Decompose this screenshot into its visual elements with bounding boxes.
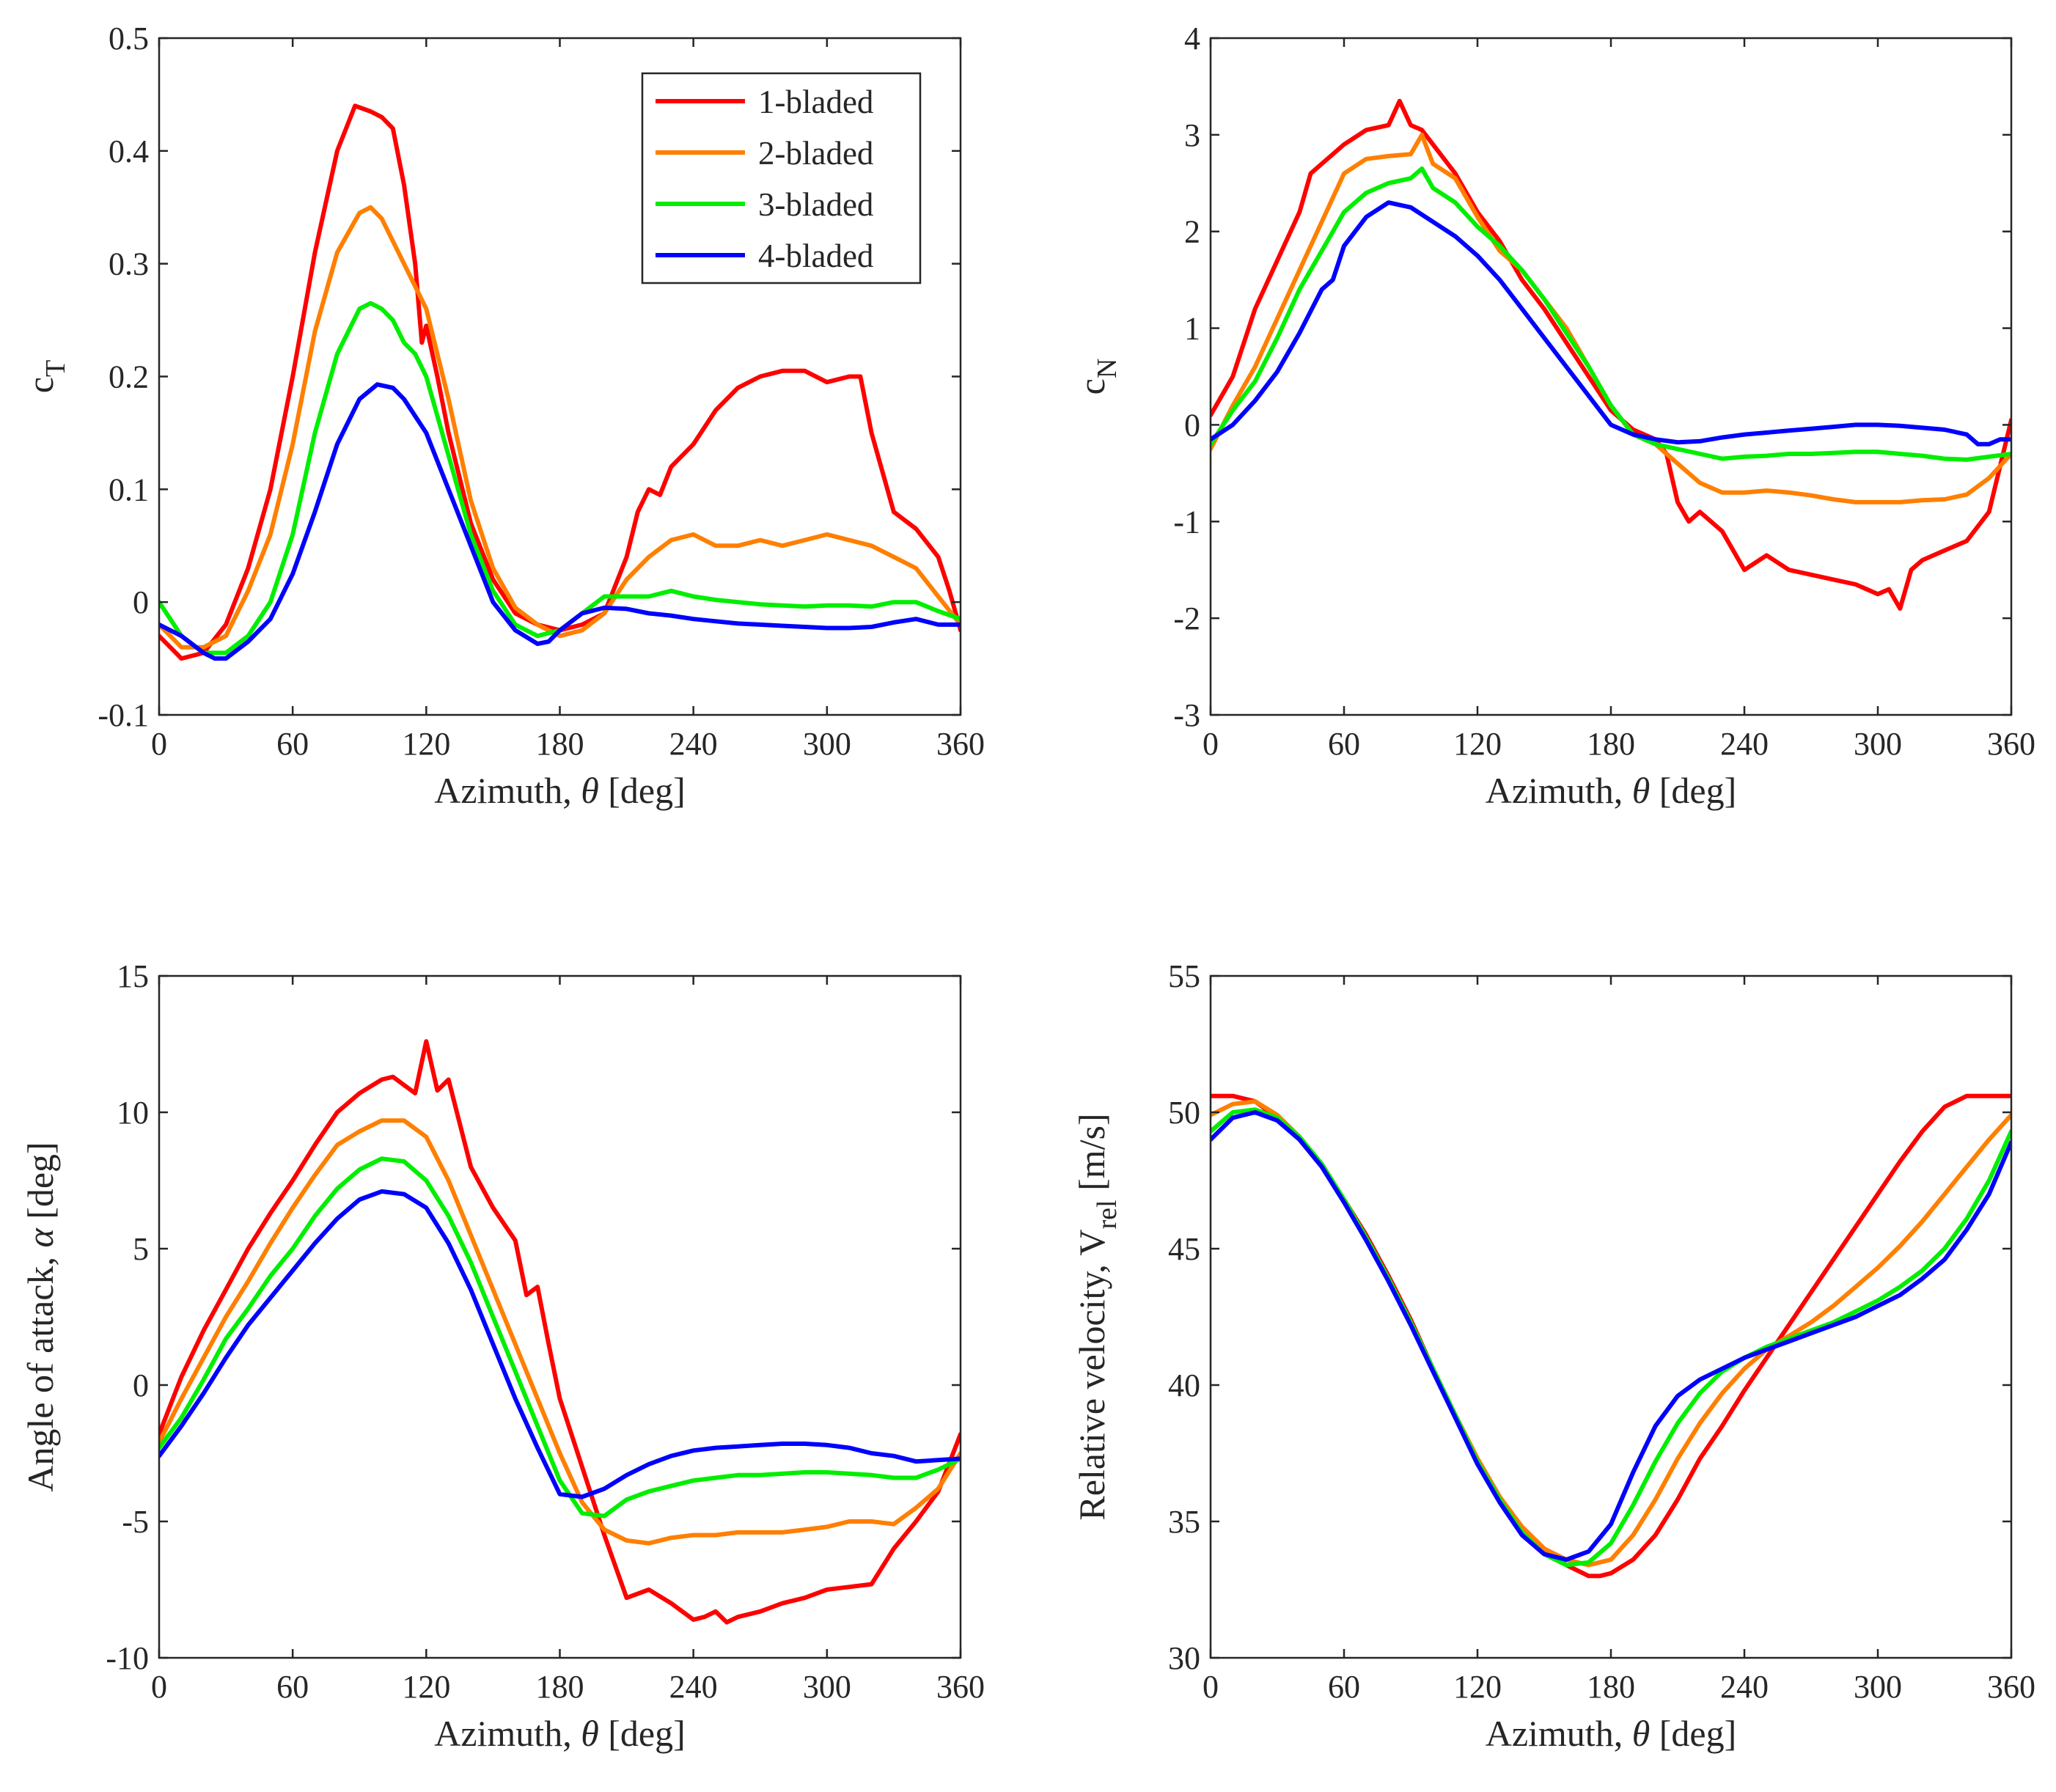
y-tick-label: -10 [106, 1640, 149, 1676]
x-tick-label: 360 [1987, 1669, 2035, 1705]
y-tick-label: -0.1 [98, 697, 149, 733]
x-tick-label: 360 [936, 1669, 985, 1705]
legend-label: 3-bladed [758, 186, 873, 223]
y-tick-label: -5 [122, 1504, 149, 1540]
x-axis-label: Azimuth, θ [deg] [434, 770, 686, 811]
y-tick-label: 15 [117, 958, 149, 994]
x-tick-label: 180 [1587, 726, 1635, 762]
series-line-4-bladed [1211, 200, 2011, 447]
x-tick-label: 360 [936, 726, 985, 762]
series-line-2-bladed [159, 205, 961, 650]
legend-box [641, 72, 922, 284]
y-axis-label: Relative velocity, Vrel [m/s] [1071, 1113, 1123, 1520]
x-axis-label: Azimuth, θ [deg] [1486, 1713, 1737, 1754]
y-tick-label: 3 [1184, 117, 1200, 153]
y-tick-label: -3 [1173, 697, 1200, 733]
x-tick-label: 60 [276, 726, 309, 762]
y-tick-label: 0.4 [109, 133, 149, 169]
y-tick-label: 0.5 [109, 21, 149, 56]
y-tick-label: 50 [1168, 1095, 1200, 1131]
y-tick-label: 1 [1184, 311, 1200, 347]
x-axis-label: Azimuth, θ [deg] [434, 1713, 686, 1754]
y-tick-label: -1 [1173, 504, 1200, 540]
x-tick-label: 0 [1203, 726, 1219, 762]
series-line-1-bladed [159, 1039, 961, 1625]
panels: 0 60 120 180 240 300 360-0.100.10.20.30.40.5Az… [20, 21, 2035, 1754]
series-line-3-bladed [159, 1156, 961, 1519]
legend-label: 1-bladed [758, 84, 873, 120]
series-group [159, 1039, 961, 1625]
x-axis-label: Azimuth, θ [deg] [1486, 770, 1737, 811]
series-line-4-bladed [159, 1189, 961, 1499]
y-tick-label: 0.3 [109, 246, 149, 282]
x-tick-label: 120 [1453, 726, 1502, 762]
series-group [159, 103, 961, 661]
x-tick-label: 120 [402, 1669, 450, 1705]
x-tick-label: 120 [1453, 1669, 1502, 1705]
y-tick-label: 55 [1168, 958, 1200, 994]
x-tick-label: 180 [536, 1669, 584, 1705]
x-tick-label: 60 [1328, 1669, 1360, 1705]
y-tick-label: 0.1 [109, 471, 149, 507]
y-tick-label: 40 [1168, 1367, 1200, 1403]
y-tick-label: -2 [1173, 601, 1200, 636]
y-axis-label: cT [20, 360, 71, 393]
panel-cn: 0 60 120 180 240 300 360 -3 -2 -1 0 1 2 3 4 Azimuth, θ … [1071, 21, 2035, 811]
x-tick-label: 300 [1854, 726, 1902, 762]
y-tick-label: 10 [117, 1095, 149, 1131]
y-tick-label: 4 [1184, 21, 1200, 56]
y-tick-label: 5 [133, 1231, 149, 1267]
x-tick-label: 60 [1328, 726, 1360, 762]
panel-vrel: 0 60 120 180 240 300 360 30 35 40 45 50 55 Azimuth, θ… [1071, 958, 2035, 1754]
x-tick-label: 120 [402, 726, 450, 762]
series-line-3-bladed [1211, 166, 2011, 462]
legend: 1-bladed 2-bladed 3-bladed 4-bladed [641, 72, 922, 284]
series-line-4-bladed [159, 382, 961, 661]
y-axis-label: cN [1071, 359, 1123, 395]
panel-aoa: 0 60 120 180 240 300 360 -10 -5 0 5 10 15 Azimuth, θ … [20, 958, 985, 1754]
x-tick-label: 300 [803, 1669, 851, 1705]
x-tick-label: 240 [1720, 726, 1769, 762]
legend-label: 4-bladed [758, 238, 873, 274]
x-tick-label: 180 [536, 726, 584, 762]
x-tick-label: 0 [151, 726, 167, 762]
y-tick-label: 0.2 [109, 359, 149, 395]
series-group [1211, 98, 2011, 611]
y-tick-label: 45 [1168, 1231, 1200, 1267]
x-tick-label: 0 [1203, 1669, 1219, 1705]
series-line-4-bladed [1211, 1110, 2011, 1563]
series-line-3-bladed [159, 301, 961, 656]
legend-label: 2-bladed [758, 135, 873, 172]
x-tick-label: 360 [1987, 726, 2035, 762]
x-tick-label: 240 [669, 726, 718, 762]
x-tick-label: 0 [151, 1669, 167, 1705]
y-tick-label: 0 [133, 584, 149, 620]
x-tick-label: 180 [1587, 1669, 1635, 1705]
y-tick-label: 2 [1184, 214, 1200, 250]
series-group [1211, 1093, 2011, 1579]
panel-ct: 0 60 120 180 240 300 360-0.100.10.20.30.40.5Az… [20, 21, 985, 811]
y-tick-label: 0 [133, 1367, 149, 1403]
y-tick-label: 30 [1168, 1640, 1200, 1676]
y-axis-label: Angle of attack, α [deg] [20, 1142, 61, 1491]
x-tick-label: 300 [1854, 1669, 1902, 1705]
series-line-2-bladed [159, 1118, 961, 1546]
x-tick-label: 60 [276, 1669, 309, 1705]
y-tick-label: 0 [1184, 407, 1200, 443]
y-tick-label: 35 [1168, 1504, 1200, 1540]
x-tick-label: 300 [803, 726, 851, 762]
x-tick-label: 240 [1720, 1669, 1769, 1705]
x-tick-label: 240 [669, 1669, 718, 1705]
